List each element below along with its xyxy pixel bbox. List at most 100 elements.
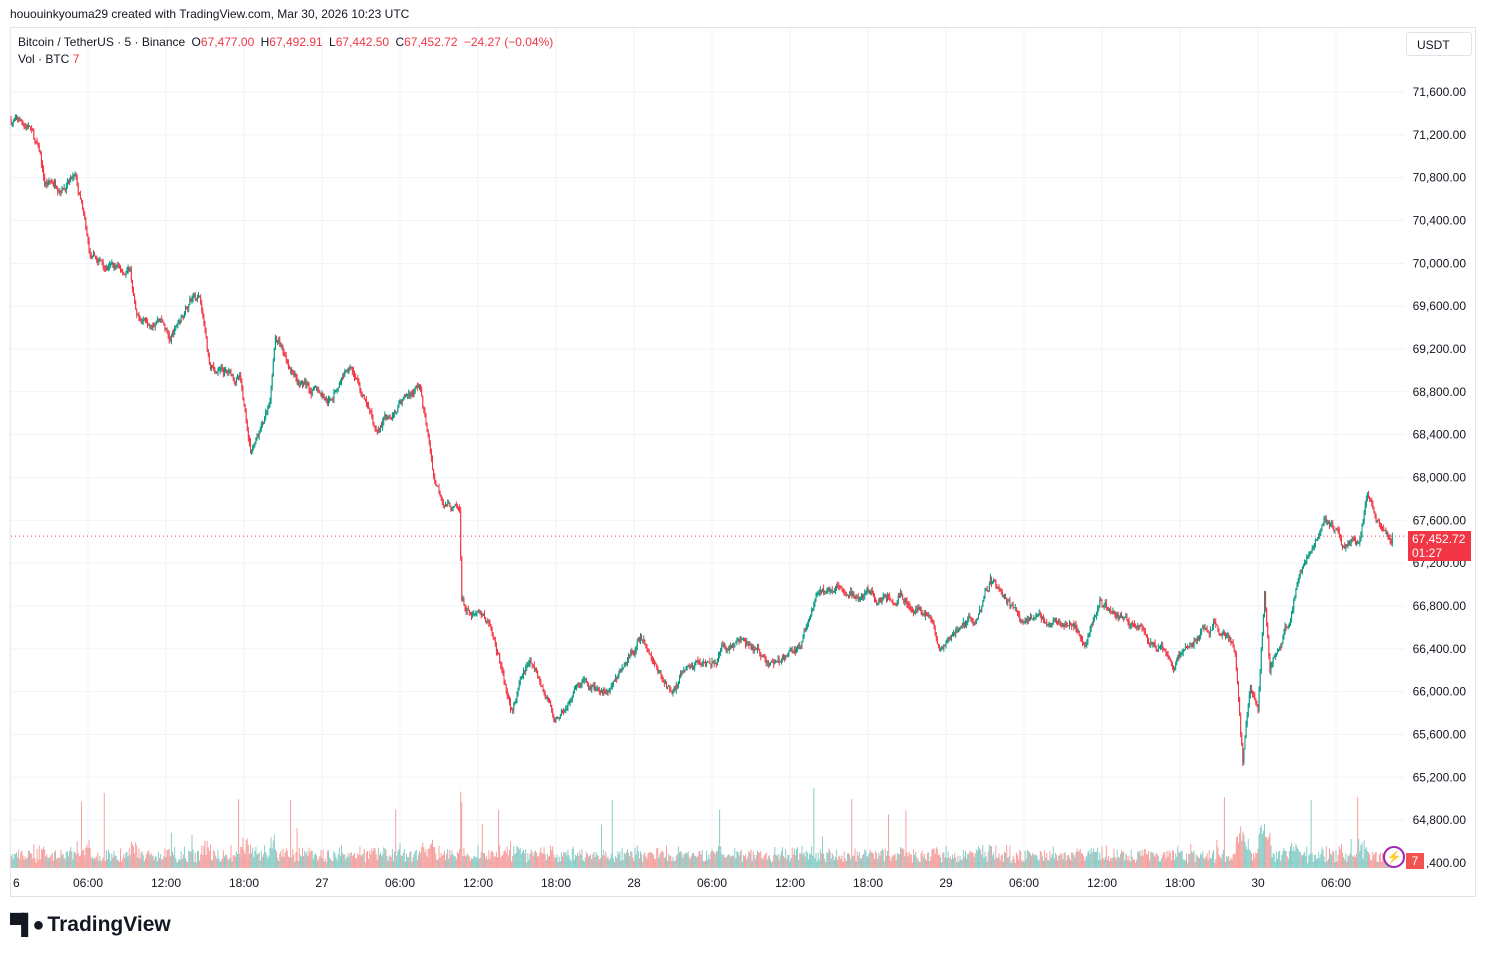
volume-bar: [915, 851, 917, 868]
candle-body: [744, 638, 745, 642]
candle-body: [1100, 599, 1102, 602]
volume-bar: [116, 859, 118, 868]
volume-bar: [545, 860, 547, 868]
candle-body: [693, 666, 695, 669]
volume-bar: [1047, 859, 1049, 868]
volume-bar: [1104, 856, 1106, 868]
price-tick-label: ,400.00: [1426, 856, 1466, 870]
candle-body: [1352, 537, 1354, 540]
volume-bar: [467, 854, 469, 868]
candle-body: [943, 645, 945, 649]
symbol-title[interactable]: Bitcoin / TetherUS · 5 · Binance: [18, 35, 186, 49]
candle-body: [935, 632, 937, 638]
volume-bar: [40, 849, 42, 868]
candle-body: [627, 659, 628, 664]
candle-body: [565, 707, 567, 710]
candle-body: [507, 695, 509, 698]
candle-body: [1179, 654, 1181, 658]
volume-bar: [273, 834, 275, 868]
volume-bar: [1043, 860, 1044, 868]
volume-bar: [1345, 853, 1347, 868]
candle-body: [489, 622, 491, 625]
candle-body: [1188, 647, 1190, 649]
candle-body: [263, 422, 264, 424]
tradingview-logo[interactable]: ▀▌● TradingView: [10, 913, 171, 937]
candle-body: [1216, 624, 1218, 626]
candle-body: [1065, 623, 1067, 625]
volume-bar: [842, 861, 844, 868]
volume-label[interactable]: Vol · BTC: [18, 52, 70, 66]
candle-body: [190, 298, 192, 301]
candle-body: [1151, 642, 1153, 644]
volume-bar: [129, 854, 131, 868]
candle-body: [1117, 614, 1119, 619]
candle-body: [1297, 581, 1299, 585]
volume-bar: [348, 856, 350, 868]
candle-body: [456, 506, 458, 508]
candle-body: [637, 638, 639, 642]
candle-body: [1069, 623, 1070, 626]
candle-body: [295, 374, 297, 378]
volume-bar: [1009, 845, 1011, 868]
candle-body: [1286, 626, 1288, 628]
candle-body: [114, 265, 116, 269]
volume-bar: [981, 854, 983, 868]
candle-body: [668, 685, 670, 687]
candle-body: [347, 369, 349, 371]
candle-body: [122, 270, 124, 274]
volume-bar: [303, 855, 305, 868]
candle-body: [404, 395, 406, 397]
volume-bar: [79, 855, 81, 868]
volume-bar: [1217, 847, 1219, 868]
candle-body: [383, 417, 385, 422]
candle-body: [833, 590, 835, 592]
candle-body: [544, 693, 546, 697]
candle-body: [616, 676, 618, 679]
volume-bar: [1148, 850, 1150, 868]
candle-body: [338, 383, 340, 388]
lightning-bolt-icon[interactable]: ⚡: [1383, 846, 1405, 868]
candle-body: [1386, 533, 1388, 535]
candle-body: [81, 198, 82, 204]
volume-bar: [1249, 851, 1251, 868]
volume-bar: [384, 848, 386, 868]
volume-bar: [521, 851, 523, 868]
volume-bar: [338, 847, 340, 868]
volume-bar: [454, 856, 456, 868]
candle-body: [127, 267, 129, 271]
candle-body: [913, 610, 914, 614]
candle-body: [831, 589, 833, 593]
volume-bar: [151, 854, 153, 868]
volume-bar: [450, 855, 452, 868]
volume-bar: [1336, 861, 1338, 868]
candle-body: [274, 337, 276, 348]
volume-bar: [731, 856, 732, 868]
candle-body: [356, 378, 358, 380]
candle-body: [999, 588, 1001, 590]
candle-body: [1347, 542, 1349, 547]
volume-bar: [218, 858, 220, 868]
volume-bar: [282, 848, 284, 868]
candle-body: [572, 692, 574, 697]
volume-bar: [166, 850, 168, 868]
volume-bar: [745, 854, 747, 868]
candle-body: [1359, 539, 1361, 544]
candle-body: [516, 693, 518, 700]
currency-button[interactable]: USDT: [1406, 32, 1472, 56]
candle-body: [588, 682, 589, 688]
candle-body: [675, 684, 677, 690]
candle-body: [438, 486, 440, 491]
candle-body: [384, 414, 386, 418]
volume-bar: [612, 858, 614, 868]
candle-body: [112, 262, 114, 268]
volume-bar: [918, 861, 920, 868]
volume-bar: [1065, 860, 1067, 868]
volume-bar: [435, 853, 437, 868]
candle-body: [1057, 621, 1059, 623]
candle-body: [150, 325, 152, 327]
volume-bar: [786, 859, 788, 868]
candle-body: [962, 621, 964, 626]
volume-bar: [58, 857, 60, 868]
candle-body: [375, 429, 377, 432]
